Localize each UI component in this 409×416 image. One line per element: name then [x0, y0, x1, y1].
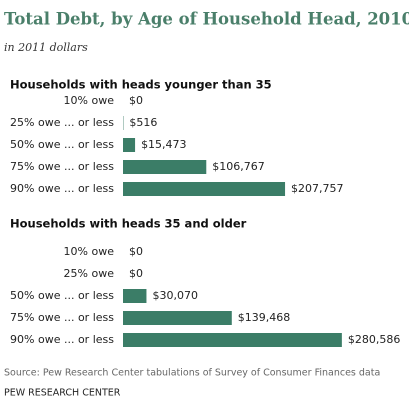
credit: PEW RESEARCH CENTER — [4, 388, 121, 399]
category-label: 25% owe ... or less — [10, 116, 114, 129]
category-label: 25% owe — [64, 267, 115, 280]
bar — [123, 333, 342, 347]
source: Source: Pew Research Center tabulations … — [4, 368, 380, 379]
category-label: 50% owe ... or less — [10, 138, 114, 151]
value-label: $30,070 — [152, 289, 198, 302]
chart-title: Total Debt, by Age of Household Head, 20… — [4, 10, 409, 29]
panel-title: Households with heads 35 and older — [10, 217, 247, 231]
category-label: 10% owe — [64, 94, 115, 107]
value-label: $0 — [129, 245, 143, 258]
value-label: $15,473 — [141, 138, 187, 151]
subtitle: in 2011 dollars — [4, 41, 88, 54]
value-label: $280,586 — [348, 333, 401, 346]
category-label: 90% owe ... or less — [10, 182, 114, 195]
value-label: $0 — [129, 267, 143, 280]
bar — [123, 311, 232, 325]
category-label: 50% owe ... or less — [10, 289, 114, 302]
value-label: $516 — [129, 116, 157, 129]
bar — [123, 138, 136, 152]
value-label: $0 — [129, 94, 143, 107]
bar — [123, 289, 147, 303]
value-label: $139,468 — [238, 311, 291, 324]
category-label: 10% owe — [64, 245, 115, 258]
panel-title: Households with heads younger than 35 — [10, 78, 272, 92]
bar — [123, 182, 286, 196]
category-label: 75% owe ... or less — [10, 160, 114, 173]
value-label: $207,757 — [291, 182, 344, 195]
value-label: $106,767 — [212, 160, 265, 173]
category-label: 90% owe ... or less — [10, 333, 114, 346]
category-label: 75% owe ... or less — [10, 311, 114, 324]
bar — [123, 160, 207, 174]
